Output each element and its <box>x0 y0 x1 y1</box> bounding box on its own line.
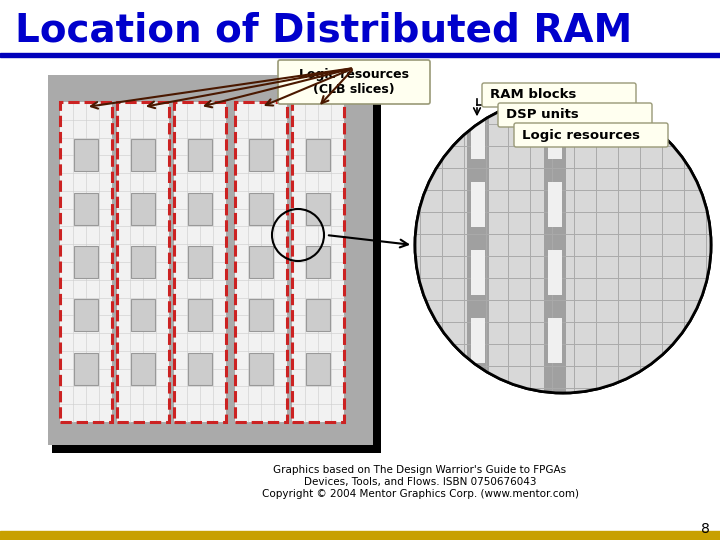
Bar <box>131 299 155 332</box>
Text: Location of Distributed RAM: Location of Distributed RAM <box>15 11 632 49</box>
FancyBboxPatch shape <box>498 103 652 127</box>
Bar <box>131 353 155 384</box>
Bar <box>235 102 287 422</box>
Bar <box>74 299 98 332</box>
Bar <box>117 102 169 422</box>
FancyBboxPatch shape <box>514 123 668 147</box>
Bar <box>0 53 720 57</box>
Bar <box>306 139 330 171</box>
Bar <box>131 246 155 278</box>
Bar <box>471 182 485 227</box>
Bar <box>249 193 273 225</box>
Bar <box>74 139 98 171</box>
FancyBboxPatch shape <box>278 60 430 104</box>
Bar <box>306 353 330 384</box>
Bar <box>189 299 212 332</box>
Bar <box>292 102 344 422</box>
Bar <box>131 193 155 225</box>
Circle shape <box>415 97 711 393</box>
Bar <box>174 102 226 422</box>
Bar <box>249 246 273 278</box>
Bar <box>306 193 330 225</box>
Bar <box>566 97 711 393</box>
Bar <box>0 531 720 540</box>
Text: 8: 8 <box>701 522 710 536</box>
Bar <box>189 139 212 171</box>
Bar <box>471 318 485 363</box>
Bar <box>548 318 562 363</box>
Bar <box>415 97 467 393</box>
Bar <box>60 102 112 422</box>
Bar <box>117 102 169 422</box>
Bar <box>60 102 112 422</box>
Bar <box>131 139 155 171</box>
Bar <box>544 97 566 393</box>
Bar <box>306 299 330 332</box>
Text: Logic resources: Logic resources <box>522 129 640 141</box>
Bar <box>74 193 98 225</box>
Bar <box>471 114 485 159</box>
Bar <box>471 250 485 295</box>
Bar <box>489 97 544 393</box>
Text: DSP units: DSP units <box>506 109 579 122</box>
Bar <box>548 250 562 295</box>
Bar <box>48 75 373 445</box>
Bar <box>52 443 379 453</box>
Bar <box>74 353 98 384</box>
Bar <box>74 246 98 278</box>
Text: Logic resources
(CLB slices): Logic resources (CLB slices) <box>299 68 409 96</box>
Bar <box>249 353 273 384</box>
Text: RAM blocks: RAM blocks <box>490 89 577 102</box>
Bar <box>189 353 212 384</box>
Bar <box>292 102 344 422</box>
Text: Graphics based on The Design Warrior's Guide to FPGAs
Devices, Tools, and Flows.: Graphics based on The Design Warrior's G… <box>261 465 578 498</box>
Bar <box>189 246 212 278</box>
Bar <box>235 102 287 422</box>
Bar <box>189 193 212 225</box>
Bar <box>548 114 562 159</box>
Bar <box>548 182 562 227</box>
Bar <box>249 299 273 332</box>
Bar <box>467 97 489 393</box>
Bar <box>306 246 330 278</box>
Bar <box>373 75 381 453</box>
FancyBboxPatch shape <box>482 83 636 107</box>
Bar <box>174 102 226 422</box>
Bar <box>249 139 273 171</box>
